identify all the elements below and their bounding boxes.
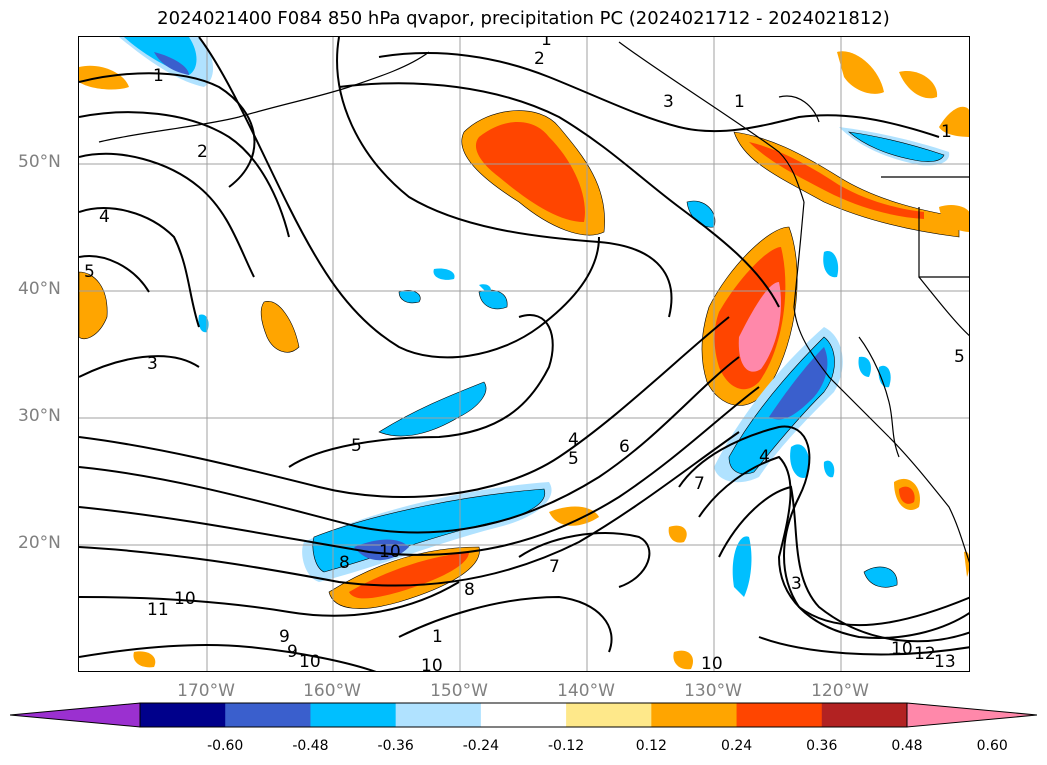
lat-label-20n: 20°N [18,533,61,553]
contour-label: 7 [694,474,705,494]
lon-label-160w: 160°W [303,681,361,701]
colorbar [10,702,1037,728]
colorbar-cell [310,703,397,727]
contour-label: 9 [287,642,298,662]
colorbar-tick-label: 0.48 [891,738,923,754]
contour-label: 7 [549,557,560,577]
contour-label: 13 [934,652,956,672]
contour-label: 10 [701,654,723,672]
colorbar-tick-label: 0.60 [976,738,1008,754]
contour-labels: 1 2 3 1 1 2 4 5 3 5 4 5 6 7 4 8 10 8 7 1… [84,37,965,672]
contour-label: 5 [954,347,965,367]
colorbar-cell [225,703,311,727]
lat-label-40n: 40°N [18,279,61,299]
contour-label: 11 [147,600,169,620]
colorbar-tick-label: -0.48 [292,738,329,754]
contour-label: 8 [339,553,350,573]
colorbar-tick-label: 0.12 [635,738,667,754]
contour-label: 10 [891,639,913,659]
colorbar-cell [736,703,823,727]
colorbar-tick-label: -0.24 [462,738,499,754]
contour-label: 1 [541,37,552,50]
contour-label: 10 [174,589,196,609]
colorbar-cell [395,703,482,727]
contour-label: 10 [299,652,321,672]
lat-label-50n: 50°N [18,152,61,172]
colorbar-extend-high [906,702,1037,728]
map-gridlines [79,37,969,671]
contour-label: 1 [941,122,952,142]
map-canvas: 1 2 3 1 1 2 4 5 3 5 4 5 6 7 4 8 10 8 7 1… [79,37,969,672]
contour-label: 3 [663,92,674,112]
contour-label: 5 [568,449,579,469]
contour-label: 4 [99,207,110,227]
lat-label-30n: 30°N [18,406,61,426]
map-title: 2024021400 F084 850 hPa qvapor, precipit… [157,8,890,29]
colorbar-cell [566,703,652,727]
lon-label-170w: 170°W [177,681,235,701]
colorbar-tick-label: -0.60 [207,738,244,754]
lon-label-130w: 130°W [684,681,742,701]
colorbar-extend-low [10,702,141,728]
lon-label-140w: 140°W [557,681,615,701]
colorbar-tick-label: 0.24 [720,738,753,754]
contour-label: 10 [421,656,443,672]
contour-label: 4 [759,447,770,467]
contour-label: 8 [464,580,475,600]
contour-label: 3 [147,354,158,374]
colorbar-tick-label: -0.36 [377,738,414,754]
colorbar-tick-label: 0.36 [806,738,838,754]
colorbar-cell [480,703,567,727]
contour-label: 1 [153,66,164,86]
colorbar-cell [651,703,738,727]
precip-positive-areas [79,51,969,670]
contour-label: 2 [197,142,208,162]
contour-label: 4 [568,430,579,450]
colorbar-cell [821,703,908,727]
contour-label: 2 [534,49,545,69]
contour-label: 1 [432,627,443,647]
colorbar-cell [140,703,226,727]
contour-label: 12 [914,644,936,664]
contour-label: 3 [791,574,802,594]
contour-label: 5 [351,436,362,456]
lon-label-120w: 120°W [811,681,869,701]
lon-label-150w: 150°W [430,681,488,701]
colorbar-tick-label: -0.12 [547,738,585,754]
contour-label: 9 [279,627,290,647]
contour-label: 5 [84,262,95,282]
contour-label: 1 [734,92,745,112]
coastlines [98,41,969,563]
qvapor-contours [79,37,969,671]
contour-label: 6 [619,437,630,457]
map-panel: 1 2 3 1 1 2 4 5 3 5 4 5 6 7 4 8 10 8 7 1… [78,36,970,672]
contour-label: 10 [379,542,401,562]
